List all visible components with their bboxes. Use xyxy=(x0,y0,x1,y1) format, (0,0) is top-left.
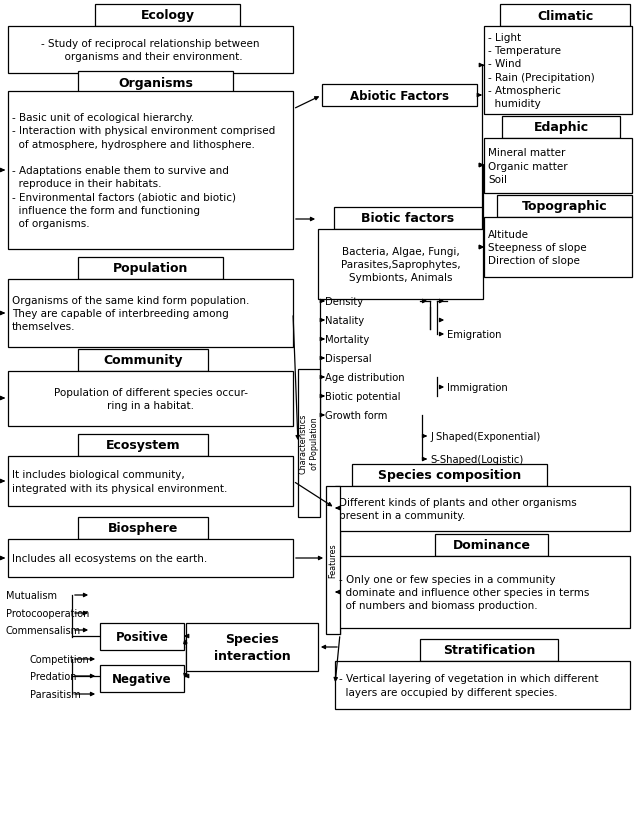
Text: Age distribution: Age distribution xyxy=(325,372,404,383)
Text: Species
interaction: Species interaction xyxy=(214,632,290,662)
Text: Mineral matter
Organic matter
Soil: Mineral matter Organic matter Soil xyxy=(488,148,568,184)
Bar xyxy=(100,624,184,650)
Bar xyxy=(335,486,630,532)
Text: S-Shaped(Logistic): S-Shaped(Logistic) xyxy=(430,455,523,465)
Bar xyxy=(8,371,293,427)
Text: Density: Density xyxy=(325,297,363,307)
Bar xyxy=(100,665,184,692)
Text: Abiotic Factors: Abiotic Factors xyxy=(350,89,449,103)
Text: Commensalism: Commensalism xyxy=(6,625,81,635)
Bar xyxy=(78,350,208,371)
Text: Climatic: Climatic xyxy=(537,9,593,22)
Bar xyxy=(8,539,293,577)
Text: Mortality: Mortality xyxy=(325,335,369,345)
Text: Emigration: Emigration xyxy=(447,330,501,340)
Bar xyxy=(318,230,483,299)
Bar xyxy=(186,624,318,672)
Text: Different kinds of plants and other organisms
present in a community.: Different kinds of plants and other orga… xyxy=(339,497,577,520)
Bar xyxy=(95,5,240,27)
Bar xyxy=(435,534,548,557)
Bar xyxy=(334,208,482,230)
Text: Dominance: Dominance xyxy=(452,539,531,552)
Text: Competition: Competition xyxy=(30,654,90,664)
Text: Stratification: Stratification xyxy=(443,643,535,657)
Text: - Only one or few species in a community
  dominate and influence other species : - Only one or few species in a community… xyxy=(339,574,590,610)
Text: Organisms: Organisms xyxy=(118,76,193,89)
Text: Immigration: Immigration xyxy=(447,383,508,393)
Bar xyxy=(326,486,340,634)
Bar xyxy=(78,72,233,94)
Text: Biosphere: Biosphere xyxy=(108,522,178,535)
Bar xyxy=(78,258,223,280)
Bar xyxy=(484,218,632,278)
Bar xyxy=(335,557,630,629)
Text: - Basic unit of ecological hierarchy.
- Interaction with physical environment co: - Basic unit of ecological hierarchy. - … xyxy=(12,113,275,228)
Text: Biotic factors: Biotic factors xyxy=(362,213,454,225)
Text: Includes all ecosystems on the earth.: Includes all ecosystems on the earth. xyxy=(12,553,207,563)
Text: Organisms of the same kind form population.
They are capable of interbreeding am: Organisms of the same kind form populati… xyxy=(12,295,249,332)
Bar xyxy=(502,117,620,139)
Text: Biotic potential: Biotic potential xyxy=(325,391,401,402)
Text: Parasitism: Parasitism xyxy=(30,689,81,699)
Text: Growth form: Growth form xyxy=(325,410,387,420)
Text: J Shaped(Exponential): J Shaped(Exponential) xyxy=(430,432,540,442)
Bar xyxy=(420,639,558,662)
Text: - Vertical layering of vegetation in which different
  layers are occupied by di: - Vertical layering of vegetation in whi… xyxy=(339,673,598,697)
Bar xyxy=(322,85,477,107)
Bar xyxy=(8,280,293,347)
Bar xyxy=(8,27,293,74)
Text: Protocooperation: Protocooperation xyxy=(6,609,89,619)
Text: Bacteria, Algae, Fungi,
Parasites,Saprophytes,
Symbionts, Animals: Bacteria, Algae, Fungi, Parasites,Saprop… xyxy=(341,246,460,283)
Text: Predation: Predation xyxy=(30,672,77,681)
Bar xyxy=(298,370,320,518)
Text: Ecosystem: Ecosystem xyxy=(106,439,181,452)
Text: Mutualism: Mutualism xyxy=(6,590,57,600)
Bar xyxy=(484,27,632,115)
Bar xyxy=(335,662,630,709)
Bar xyxy=(500,5,630,27)
Text: Positive: Positive xyxy=(115,630,168,643)
Bar xyxy=(484,139,632,194)
Bar xyxy=(78,434,208,457)
Bar xyxy=(78,518,208,539)
Text: Features: Features xyxy=(329,543,338,577)
Bar xyxy=(497,196,632,218)
Bar xyxy=(352,465,547,486)
Text: - Study of reciprocal relationship between
  organisms and their environment.: - Study of reciprocal relationship betwe… xyxy=(41,39,260,62)
Text: Population of different species occur-
ring in a habitat.: Population of different species occur- r… xyxy=(54,387,248,410)
Text: Edaphic: Edaphic xyxy=(533,122,589,134)
Text: - Light
- Temperature
- Wind
- Rain (Precipitation)
- Atmospheric
  humidity: - Light - Temperature - Wind - Rain (Pre… xyxy=(488,33,595,109)
Bar xyxy=(8,457,293,506)
Text: Dispersal: Dispersal xyxy=(325,354,371,364)
Text: Community: Community xyxy=(103,354,182,367)
Text: It includes biological community,
integrated with its physical environment.: It includes biological community, integr… xyxy=(12,470,227,493)
Text: Population: Population xyxy=(113,262,188,275)
Text: Characteristics
of Population: Characteristics of Population xyxy=(299,414,320,474)
Text: Altitude
Steepness of slope
Direction of slope: Altitude Steepness of slope Direction of… xyxy=(488,230,586,265)
Bar xyxy=(8,92,293,250)
Text: Natality: Natality xyxy=(325,316,364,326)
Text: Ecology: Ecology xyxy=(140,9,195,22)
Text: Species composition: Species composition xyxy=(378,469,521,482)
Text: Negative: Negative xyxy=(112,672,172,686)
Text: Topographic: Topographic xyxy=(522,200,607,213)
